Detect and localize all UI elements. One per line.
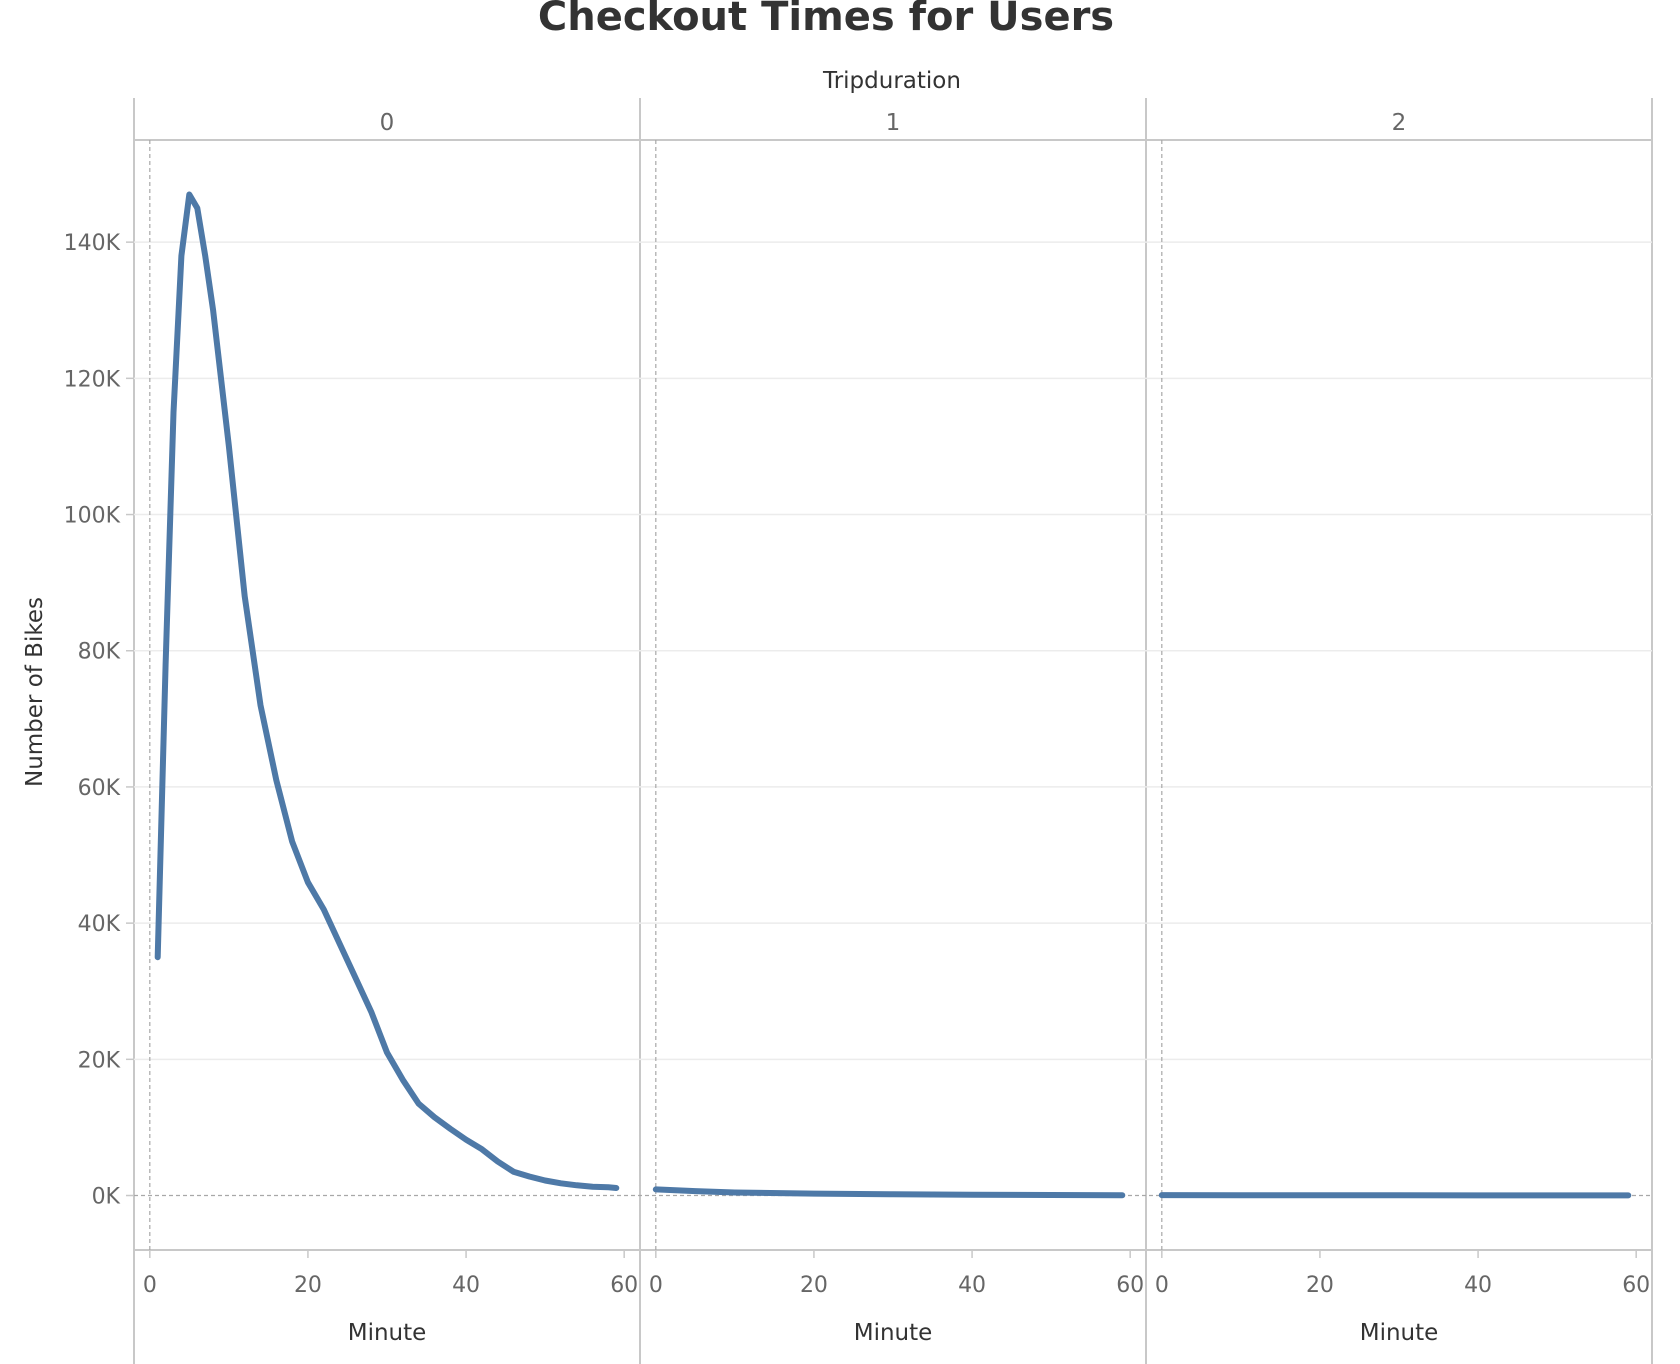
x-axis-title: Minute <box>854 1320 933 1346</box>
column-header: Tripduration <box>822 68 961 94</box>
series-line <box>154 191 620 1191</box>
series-line <box>652 1186 1126 1199</box>
x-tick-label: 40 <box>1464 1273 1492 1298</box>
x-tick-label: 40 <box>452 1273 480 1298</box>
y-tick-label: 20K <box>78 1048 121 1073</box>
x-tick-label: 60 <box>610 1273 638 1298</box>
x-tick-label: 20 <box>294 1273 322 1298</box>
facet-label: 0 <box>380 110 395 136</box>
facet-label: 2 <box>1392 110 1407 136</box>
facet-panel-1: 1 0 20 40 60 Minute <box>649 110 1144 1346</box>
y-tick-label: 80K <box>78 640 121 665</box>
x-axis-title: Minute <box>1360 1320 1439 1346</box>
y-tick-label: 100K <box>64 504 121 529</box>
chart-title: Checkout Times for Users <box>538 0 1114 40</box>
x-tick-label: 20 <box>800 1273 828 1298</box>
x-tick-label: 0 <box>649 1273 663 1298</box>
y-axis-ticks: 0K 20K 40K 60K 80K 100K 120K 140K <box>64 231 134 1210</box>
x-tick-label: 20 <box>1306 1273 1334 1298</box>
facet-panel-0: 0 0 20 40 60 Minute <box>143 110 638 1346</box>
y-tick-label: 40K <box>78 912 121 937</box>
chart-frame <box>133 98 1653 1364</box>
x-tick-label: 0 <box>1155 1273 1169 1298</box>
y-tick-label: 60K <box>78 776 121 801</box>
y-tick-label: 0K <box>92 1185 121 1210</box>
y-tick-label: 120K <box>64 367 121 392</box>
x-tick-label: 60 <box>1116 1273 1144 1298</box>
facet-label: 1 <box>886 110 901 136</box>
x-tick-label: 0 <box>143 1273 157 1298</box>
x-tick-label: 40 <box>958 1273 986 1298</box>
gridlines <box>134 241 1652 1197</box>
y-tick-label: 140K <box>64 231 121 256</box>
x-tick-label: 60 <box>1622 1273 1650 1298</box>
y-axis-title: Number of Bikes <box>22 597 48 787</box>
x-axis-title: Minute <box>348 1320 427 1346</box>
